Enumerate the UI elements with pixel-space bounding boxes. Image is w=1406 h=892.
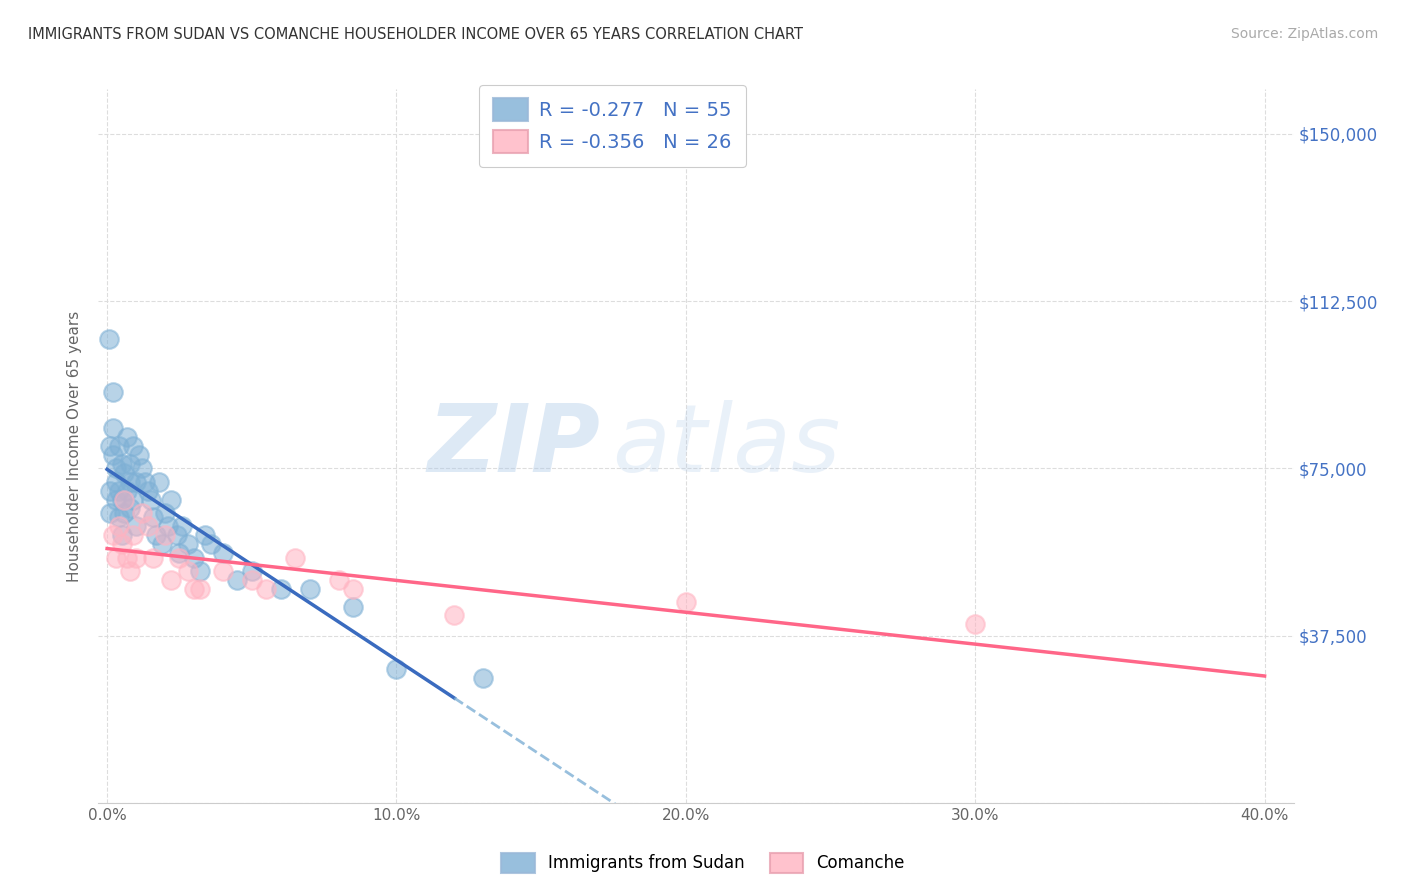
Point (188, 582, 211, 596)
Point (120, 475, 142, 489)
Point (98, 483, 121, 498)
Point (443, 608, 465, 623)
Point (101, 421, 124, 435)
Point (125, 519, 148, 533)
Point (183, 582, 205, 596)
Point (150, 537, 173, 551)
Point (101, 448, 124, 462)
Point (128, 448, 150, 462)
Point (107, 510, 129, 524)
Text: IMMIGRANTS FROM SUDAN VS COMANCHE HOUSEHOLDER INCOME OVER 65 YEARS CORRELATION C: IMMIGRANTS FROM SUDAN VS COMANCHE HOUSEH… (28, 27, 803, 42)
Point (142, 510, 165, 524)
Point (104, 475, 127, 489)
Point (110, 528, 132, 542)
Point (114, 506, 136, 520)
Point (177, 564, 200, 578)
Legend: Immigrants from Sudan, Comanche: Immigrants from Sudan, Comanche (495, 847, 911, 880)
Point (131, 461, 153, 475)
Point (131, 506, 153, 520)
Point (122, 439, 145, 453)
Point (270, 582, 292, 596)
Point (153, 506, 176, 520)
Point (125, 550, 148, 565)
Point (107, 519, 129, 533)
Point (134, 475, 156, 489)
Point (120, 457, 142, 471)
Point (169, 550, 191, 565)
Point (240, 573, 263, 587)
Point (965, 617, 987, 632)
Point (342, 599, 364, 614)
Point (240, 564, 263, 578)
Point (254, 582, 277, 596)
Point (122, 528, 145, 542)
Point (172, 519, 194, 533)
Point (98, 506, 121, 520)
Point (183, 550, 205, 565)
Point (107, 439, 129, 453)
Point (125, 475, 148, 489)
Point (114, 466, 136, 480)
Point (117, 483, 139, 498)
Point (298, 582, 321, 596)
Point (107, 483, 129, 498)
Point (145, 528, 167, 542)
Point (139, 492, 162, 507)
Text: ZIP: ZIP (427, 400, 600, 492)
Point (120, 564, 142, 578)
Point (156, 519, 179, 533)
Point (142, 550, 165, 565)
Point (188, 564, 211, 578)
Point (169, 546, 191, 560)
Point (166, 528, 188, 542)
Point (159, 492, 181, 507)
Point (122, 492, 145, 507)
Point (675, 595, 697, 609)
Point (117, 550, 139, 565)
Legend: R = -0.277   N = 55, R = -0.356   N = 26: R = -0.277 N = 55, R = -0.356 N = 26 (479, 85, 745, 167)
Point (342, 582, 364, 596)
Y-axis label: Householder Income Over 65 years: Householder Income Over 65 years (67, 310, 83, 582)
Point (136, 483, 159, 498)
Point (101, 385, 124, 400)
Point (194, 528, 217, 542)
Point (136, 519, 159, 533)
Point (211, 564, 233, 578)
Point (117, 430, 139, 444)
Point (120, 501, 142, 516)
Point (98, 439, 121, 453)
Point (472, 671, 495, 685)
Point (148, 475, 170, 489)
Point (328, 573, 350, 587)
Point (101, 528, 124, 542)
Point (153, 528, 176, 542)
Point (177, 537, 200, 551)
Point (110, 537, 132, 551)
Point (104, 492, 127, 507)
Text: atlas: atlas (613, 401, 841, 491)
Point (97, 332, 120, 346)
Point (110, 457, 132, 471)
Point (200, 537, 222, 551)
Point (385, 662, 408, 676)
Point (110, 492, 132, 507)
Point (114, 492, 136, 507)
Point (104, 550, 127, 565)
Point (159, 573, 181, 587)
Point (211, 546, 233, 560)
Text: Source: ZipAtlas.com: Source: ZipAtlas.com (1230, 27, 1378, 41)
Point (284, 550, 307, 565)
Point (226, 573, 249, 587)
Point (104, 461, 127, 475)
